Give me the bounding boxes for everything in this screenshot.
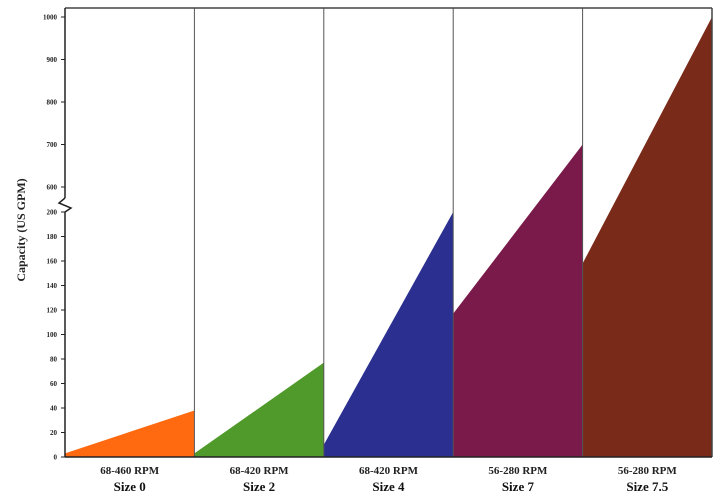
y-tick-label: 40 [50,405,58,413]
y-tick-label: 160 [47,258,58,266]
rpm-label-5: 56-280 RPM [618,465,678,477]
chart-areas [65,17,712,457]
y-axis-title: Capacity (US GPM) [14,178,28,281]
rpm-label-3: 68-420 RPM [359,465,419,477]
y-tick-label: 0 [54,454,58,462]
y-axis-break [57,197,73,213]
capacity-area-4 [453,144,583,457]
capacity-area-3 [323,212,454,457]
y-tick-label: 900 [47,56,58,64]
y-tick-label: 800 [47,99,58,107]
capacity-area-5 [582,17,712,457]
size-label-5: Size 7.5 [626,479,668,494]
capacity-area-2 [194,362,324,457]
rpm-label-2: 68-420 RPM [230,465,290,477]
x-axis-labels: 68-460 RPM Size 0 68-420 RPM Size 2 68-420 R… [100,465,677,494]
y-tick-label: 140 [47,282,58,290]
y-tick-label: 700 [47,141,58,149]
y-tick-label: 180 [47,233,58,241]
y-tick-label: 100 [47,331,58,339]
rpm-label-1: 68-460 RPM [100,465,160,477]
y-tick-label: 60 [50,380,58,388]
size-label-4: Size 7 [502,479,535,494]
size-label-3: Size 4 [372,479,405,494]
y-tick-label: 200 [47,209,58,217]
y-tick-label: 80 [50,356,58,364]
y-tick-label: 120 [47,307,58,315]
y-tick-label: 600 [47,184,58,192]
capacity-area-1 [65,410,195,457]
rpm-label-4: 56-280 RPM [488,465,548,477]
y-axis-ticks: 0 20 40 60 80 100 120 140 160 180 200 600 700 800 900 1… [43,14,65,462]
size-label-1: Size 0 [114,479,146,494]
size-label-2: Size 2 [243,479,275,494]
y-tick-label: 1000 [43,14,58,22]
y-tick-label: 20 [50,429,58,437]
